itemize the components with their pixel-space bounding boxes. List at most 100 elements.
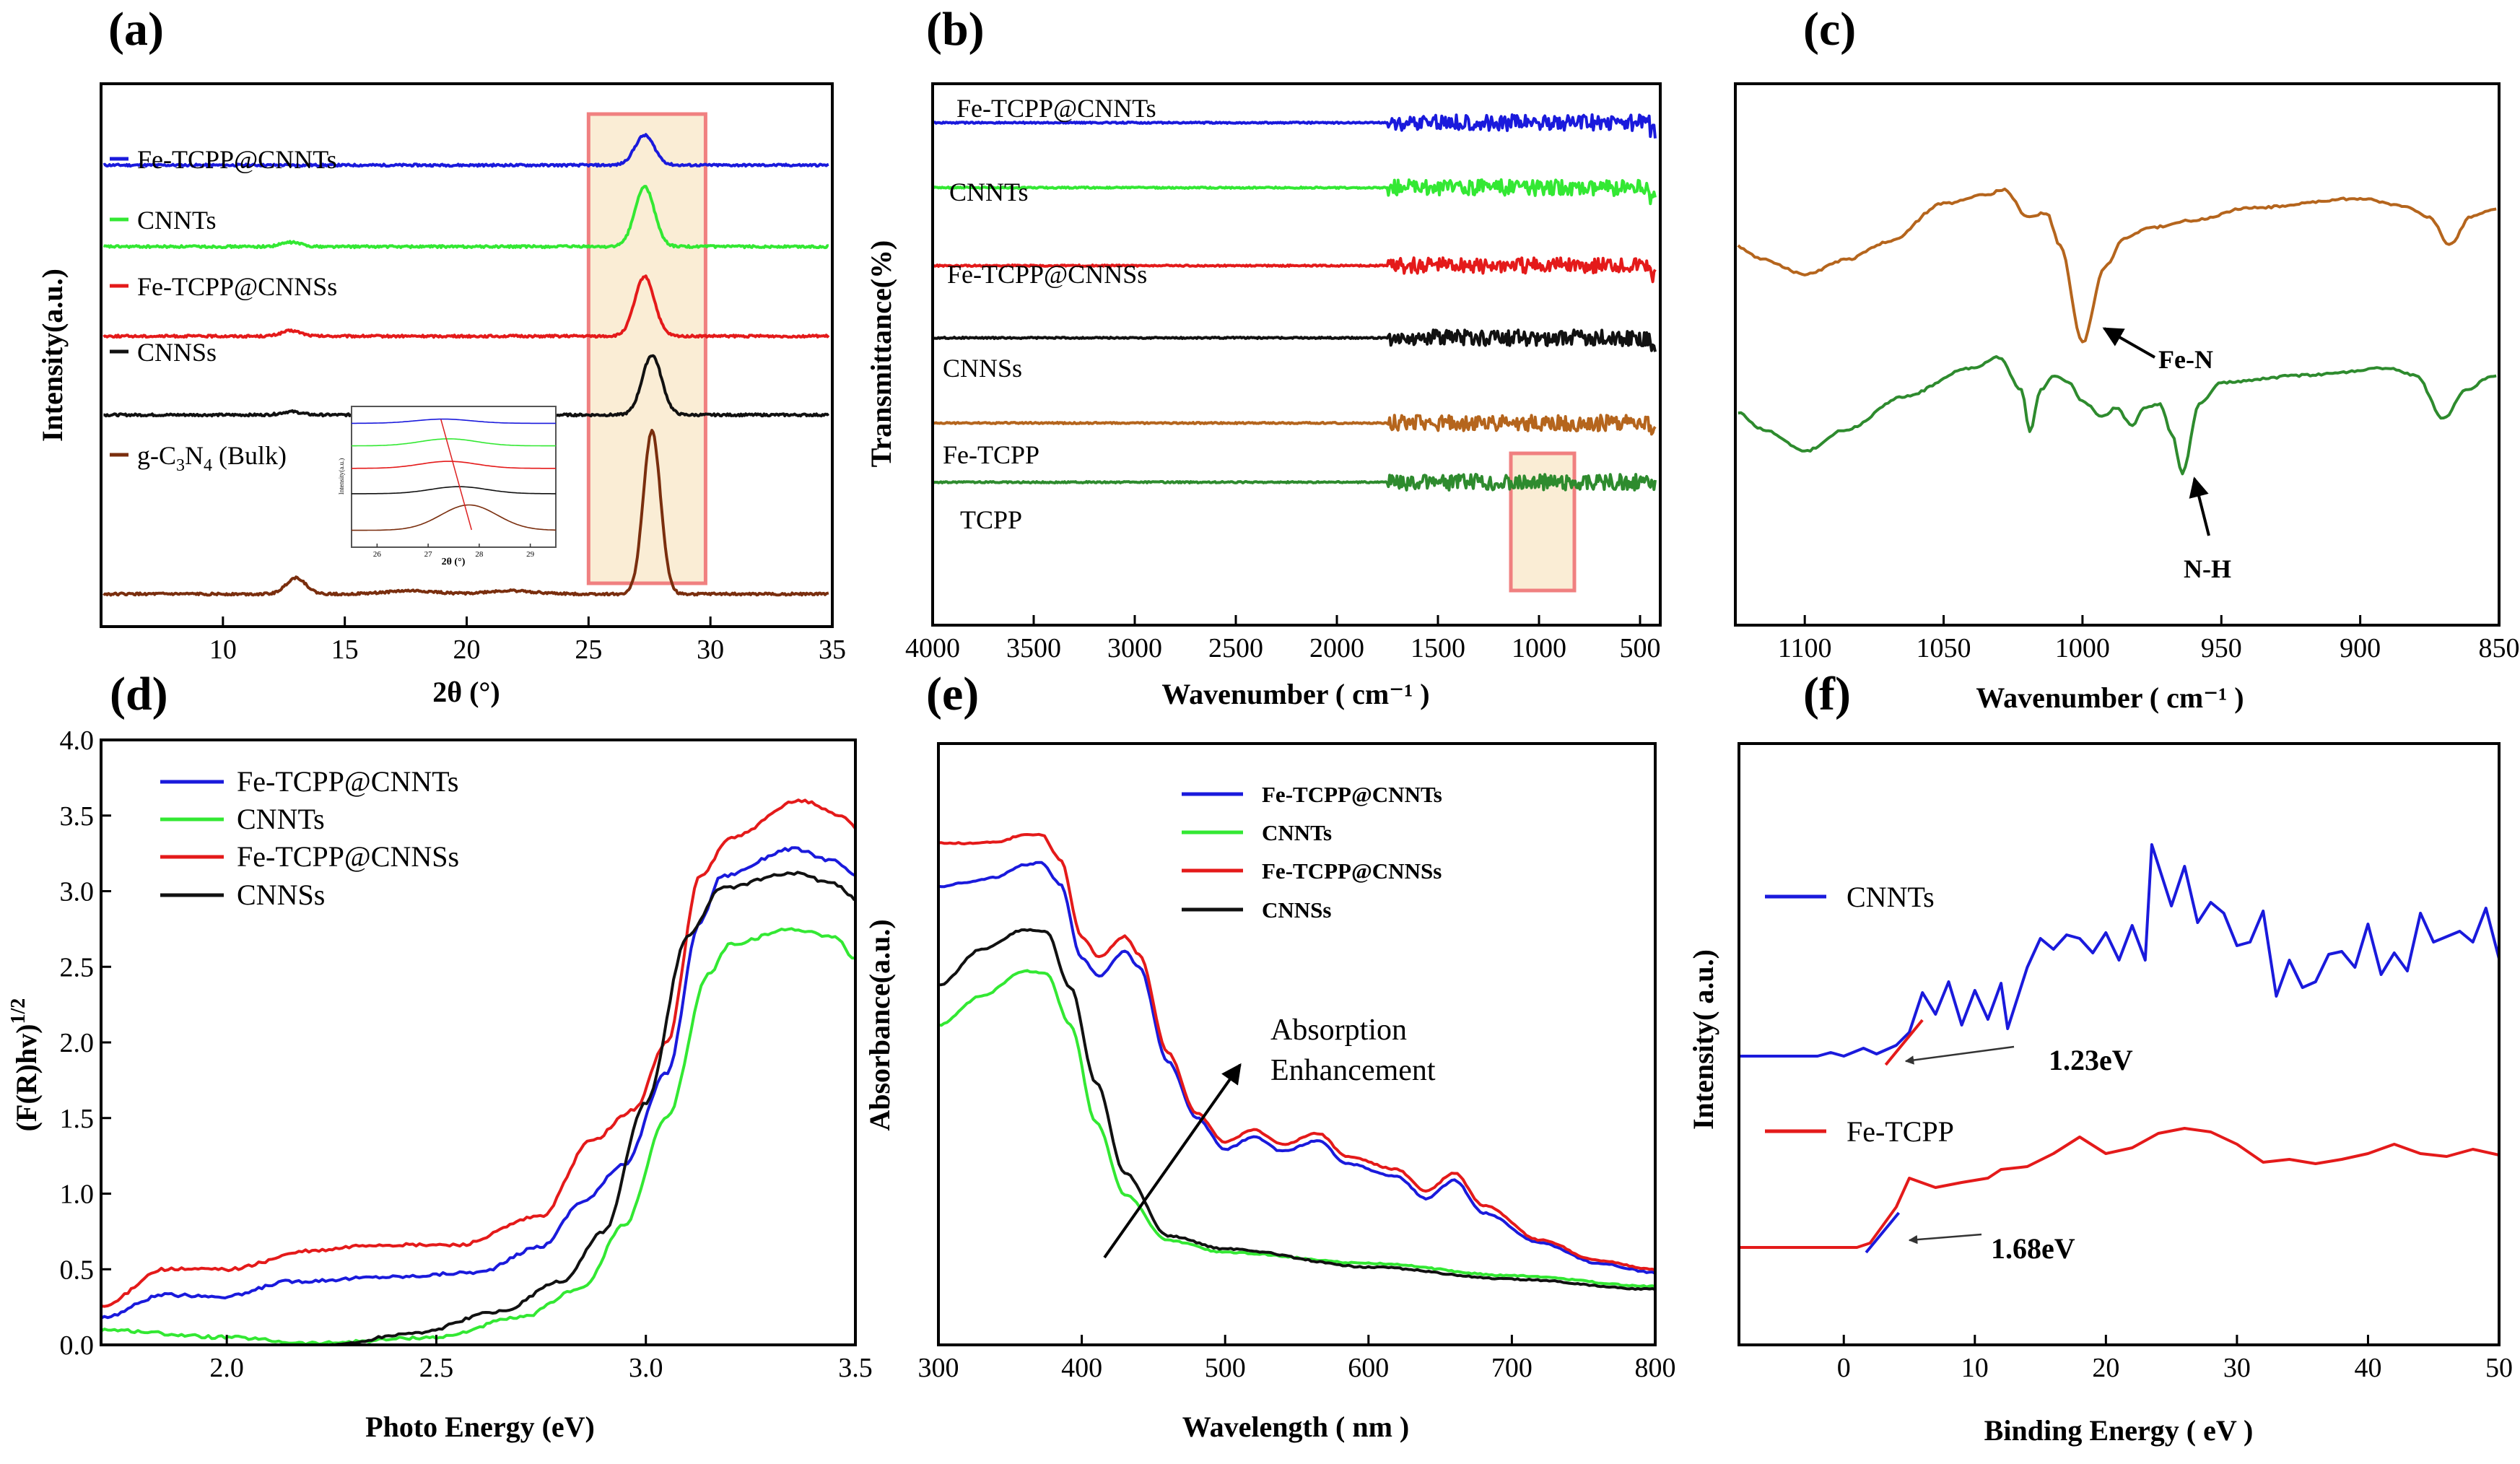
panel-f-xtick-label-30: 30 [2223, 1353, 2251, 1383]
panel-f: (f) 0 10 20 30 40 50 Binding Energy ( eV ) In… [1687, 668, 2513, 1447]
panel-a-xtick-label-30: 30 [697, 635, 724, 665]
legend-cnnss: CNNSs [237, 879, 325, 911]
legend-cnnss: CNNSs [137, 338, 217, 367]
panel-e-frame [937, 742, 1657, 1346]
panel-d-ylabel: (F(R)hv)1/2 [7, 998, 43, 1132]
series-fe-tcpp-cnnts [100, 846, 856, 1320]
inset-xtick-label-28: 28 [475, 550, 484, 559]
vb-arrow-fe-tcpp [1908, 1233, 1982, 1245]
series-fe-tcpp [933, 414, 1657, 436]
panel-a-inset: 26 27 28 29 2θ (°) Intensity(a.u.) [338, 406, 557, 567]
legend-cnnss: CNNSs [1262, 897, 1331, 923]
panel-f-xlabel: Binding Energy ( eV ) [1984, 1414, 2254, 1447]
panel-a-xtick-label-20: 20 [453, 635, 481, 665]
panel-b-highlight [1509, 451, 1577, 593]
series-label-tcpp: TCPP [960, 505, 1022, 534]
fe-n-arrow [2102, 327, 2155, 359]
inset-series-fe-tcpp-cnnss [352, 461, 556, 469]
legend-cnnts: CNNTs [1262, 820, 1332, 845]
panel-c-xtick-label-1100: 1100 [1778, 633, 1832, 663]
series-fe-tcpp-cnnss [100, 798, 857, 1308]
panel-d-xtick-label-3-5: 3.5 [838, 1353, 873, 1383]
panel-d-ytick-label-1-5: 1.5 [60, 1104, 95, 1134]
inset-xtick-label-27: 27 [424, 550, 433, 559]
panel-d-label: (d) [110, 668, 168, 720]
panel-f-label: (f) [1803, 668, 1851, 720]
series-fe-tcpp [1739, 1127, 2500, 1249]
series-label-cnnss: CNNSs [943, 354, 1022, 383]
annotation-absorption: Absorption [1270, 1014, 1407, 1047]
panel-d: (d) 2.0 2.5 3.0 3.5 0.0 0.5 1.0 1.5 2.0 2.5 3.0 3.5… [7, 668, 873, 1443]
series-tcpp [933, 473, 1657, 492]
panel-d-ytick-label-1-0: 1.0 [60, 1180, 95, 1210]
panel-e-xtick-label-300: 300 [918, 1353, 959, 1383]
panel-b-ylabel: Transmittance(%) [865, 240, 897, 468]
panel-d-xlabel: Photo Energy (eV) [365, 1411, 595, 1443]
legend-fe-tcpp-cnnts: Fe-TCPP@CNNTs [1262, 782, 1442, 807]
legend-fe-tcpp-cnnts: Fe-TCPP@CNNTs [237, 765, 458, 798]
panel-d-ytick-label-3-5: 3.5 [60, 801, 95, 832]
panel-e: (e) 300 400 500 600 700 800 Wavelength ( nm )… [863, 668, 1676, 1443]
panel-e-xtick-label-700: 700 [1491, 1353, 1533, 1383]
panel-d-ytick-label-2-0: 2.0 [60, 1028, 95, 1058]
panel-d-xtick-label-3-0: 3.0 [629, 1353, 663, 1383]
panel-f-frame [1738, 742, 2501, 1346]
series-fe-tcpp-cnnss [938, 832, 1656, 1272]
panel-d-frame [100, 738, 857, 1346]
panel-a-ylabel: Intensity(a.u.) [36, 269, 69, 442]
panel-c-xtick-label-1050: 1050 [1917, 633, 1971, 663]
panel-f-xtick-label-20: 20 [2092, 1353, 2119, 1383]
annotation-fe-n: Fe-N [2158, 345, 2213, 374]
panel-e-ylabel: Absorbance(a.u.) [863, 919, 896, 1130]
panel-b-xlabel: Wavenumber ( cm⁻¹ ) [1161, 678, 1429, 710]
panel-b-xtick-label-3000: 3000 [1107, 633, 1162, 663]
inset-xtick-label-26: 26 [373, 550, 382, 559]
series-tcpp [1738, 355, 2497, 476]
panel-a-highlight [586, 112, 707, 585]
panel-d-ytick-label-3-0: 3.0 [60, 877, 95, 907]
panel-a-xtick-label-15: 15 [331, 635, 359, 665]
panel-b-frame [931, 82, 1662, 627]
panel-b-xtick-label-2500: 2500 [1208, 633, 1263, 663]
panel-b-xtick-label-1500: 1500 [1411, 633, 1465, 663]
series-fe-tcpp-cnnss [103, 274, 830, 339]
panel-e-label: (e) [926, 668, 979, 720]
panel-f-xtick-label-10: 10 [1961, 1353, 1989, 1383]
panel-c-xtick-label-1000: 1000 [2055, 633, 2110, 663]
panel-b-xtick-label-2000: 2000 [1309, 633, 1364, 663]
panel-a-xtick-label-10: 10 [209, 635, 237, 665]
series-fe-tcpp [1737, 187, 2497, 344]
panel-d-xtick-label-2-5: 2.5 [419, 1353, 454, 1383]
panel-f-ylabel: Intensity( a.u.) [1687, 949, 1719, 1130]
inset-xlabel: 2θ (°) [442, 557, 466, 567]
legend-fe-tcpp-cnnss: Fe-TCPP@CNNSs [1262, 858, 1442, 884]
legend-fe-tcpp-cnnts: Fe-TCPP@CNNTs [137, 145, 337, 174]
series-g-c3n4-bulk [103, 429, 829, 597]
panel-d-ytick-label-0-0: 0.0 [60, 1330, 95, 1361]
legend-cnnts: CNNTs [237, 803, 325, 835]
series-fe-tcpp-cnnss [933, 256, 1657, 284]
panel-a: (a) 10 15 20 25 30 35 2θ (°) Intensity(a.u.) … [36, 3, 846, 708]
series-cnnss [331, 871, 856, 1346]
panel-a-xlabel: 2θ (°) [432, 676, 500, 708]
vb-label-fe-tcpp: 1.68eV [1991, 1232, 2075, 1265]
panel-e-xtick-label-800: 800 [1635, 1353, 1676, 1383]
series-label-fe-tcpp-cnnss: Fe-TCPP@CNNSs [947, 260, 1147, 289]
inset-series-fe-tcpp-cnnts [352, 418, 556, 424]
panel-c-label: (c) [1803, 3, 1856, 56]
panel-f-xtick-label-0: 0 [1837, 1353, 1851, 1383]
legend-cnnts: CNNTs [1847, 881, 1935, 913]
series-cnnss [938, 928, 1656, 1291]
series-label-fe-tcpp: Fe-TCPP [943, 440, 1039, 469]
panel-b: (b) 4000 3500 3000 2500 2000 1500 1000 500 Wave… [865, 3, 1662, 710]
panel-d-xtick-label-2-0: 2.0 [209, 1353, 244, 1383]
inset-ylabel: Intensity(a.u.) [338, 458, 345, 494]
panel-c-xtick-label-900: 900 [2340, 633, 2381, 663]
panel-a-label: (a) [108, 3, 164, 56]
series-cnnts [1739, 843, 2501, 1058]
annotation-n-h: N-H [2184, 554, 2231, 583]
panel-d-ytick-label-0-5: 0.5 [60, 1255, 95, 1285]
enhancement-arrow [1103, 1063, 1242, 1259]
panel-c: (c) 1100 1050 1000 950 900 850 Wavenumber ( c… [1734, 3, 2520, 714]
